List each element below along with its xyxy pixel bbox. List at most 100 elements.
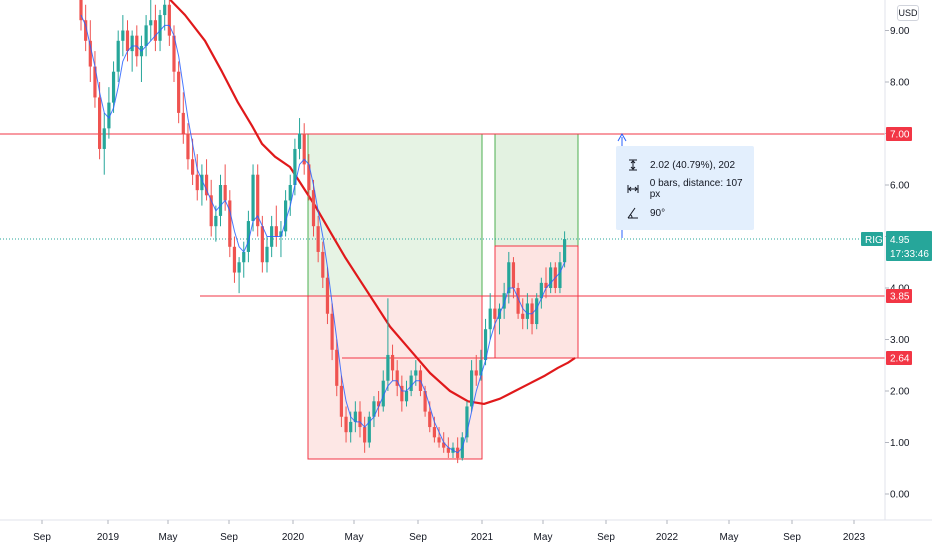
time-tick-label: 2023 [843,532,866,543]
candle-body [321,251,325,278]
price-tick-label: 0.00 [890,490,910,501]
candle-up [251,164,255,232]
candle-body [488,308,492,330]
candle-down [330,303,334,361]
long-position-profit-zone-2 [494,133,579,247]
candle-body [84,20,88,41]
candle-body [256,174,260,227]
candle-body [479,360,483,376]
candle-body [181,112,185,134]
candle-body [335,349,339,386]
candle-body [167,4,171,36]
last-price-label: 4.95 17:33:46 [886,231,932,261]
candle-body [311,190,316,227]
candle-up [284,190,288,237]
candle-body [98,97,102,149]
candle-body [521,313,525,319]
candle-body [344,416,348,433]
candle-up [242,241,246,278]
measure-info-panel: 2.02 (40.79%), 202 0 bars, distance: 107… [616,146,754,230]
ma-slow-line [168,0,576,405]
candle-body [204,174,209,196]
candle-down [302,123,306,175]
price-range-icon [626,158,640,172]
candle-body [186,133,190,160]
candle-body [511,262,516,288]
time-tick-label: May [720,532,739,543]
candle-body [353,411,357,422]
time-tick-label: Sep [220,532,238,543]
candle-body [446,447,450,453]
candle-body [307,164,311,191]
candle-body [228,200,232,247]
candle-down [167,0,171,46]
price-labels: 7.00 3.85 2.64 4.95 17:33:46 RIG [861,127,932,365]
price-label-264: 2.64 [886,351,912,365]
candle-body [232,246,237,273]
price-tick-label: 1.00 [890,438,910,449]
candle-down [511,257,516,299]
candle-body [525,303,529,319]
candle-down [88,20,92,82]
candle-body [544,282,548,288]
candle-down [186,123,190,170]
candle-body [172,35,176,72]
time-axis[interactable]: Sep 2019 May Sep 2020 May Sep 2021 May Sep 2022 May… [0,519,932,543]
candle-body [153,20,157,41]
time-tick-label: May [345,532,364,543]
candle-up [563,231,567,268]
symbol-tag-bg [861,232,883,246]
long-position-profit-zone-1 [307,133,483,297]
candle-body [377,401,381,407]
candle-body [79,0,83,21]
candle-body [535,298,539,325]
candle-up [111,61,116,113]
candle-body [423,391,427,412]
time-tick-label: 2020 [282,532,305,543]
candle-down [521,298,525,330]
candle-body [507,262,511,294]
candle-body [442,442,446,448]
candle-body [116,40,120,72]
candle-body [149,20,153,26]
candle-up [265,236,269,273]
candle-body [558,262,562,288]
price-tick-label: 2.00 [890,387,910,398]
candle-up [353,401,357,433]
candle-body [195,174,199,191]
last-price-bg [886,231,932,261]
candle-body [214,215,218,227]
candle-body [209,195,213,227]
candle-body [302,133,306,165]
candle-body [293,148,297,185]
candle-body [502,293,506,309]
candle-body [288,185,292,201]
candle-down [204,159,209,201]
candle-down [93,51,97,108]
candle-up [130,30,134,72]
moving-average-fast [80,14,566,454]
price-change-text: 2.02 (40.79%), 202 [650,159,736,171]
candle-up [488,293,492,340]
candle-up [107,87,111,139]
candle-up [218,174,223,227]
candle-body [107,102,111,129]
candle-body [493,308,497,319]
candle-down [181,92,185,144]
candle-down [84,4,88,52]
candle-body [432,427,436,438]
symbol-tag: RIG [861,232,883,246]
candle-down [228,190,232,258]
candle-down [232,236,237,283]
price-tick-label: 6.00 [890,181,910,192]
candle-body [367,416,371,443]
currency-button[interactable]: USD [897,5,919,21]
candle-body [358,411,362,428]
candle-body [111,71,116,103]
price-tick-label: 9.00 [890,26,910,37]
candle-down [544,267,548,299]
candle-down [316,215,320,263]
candle-body [483,329,488,361]
price-label-385: 3.85 [886,289,912,303]
